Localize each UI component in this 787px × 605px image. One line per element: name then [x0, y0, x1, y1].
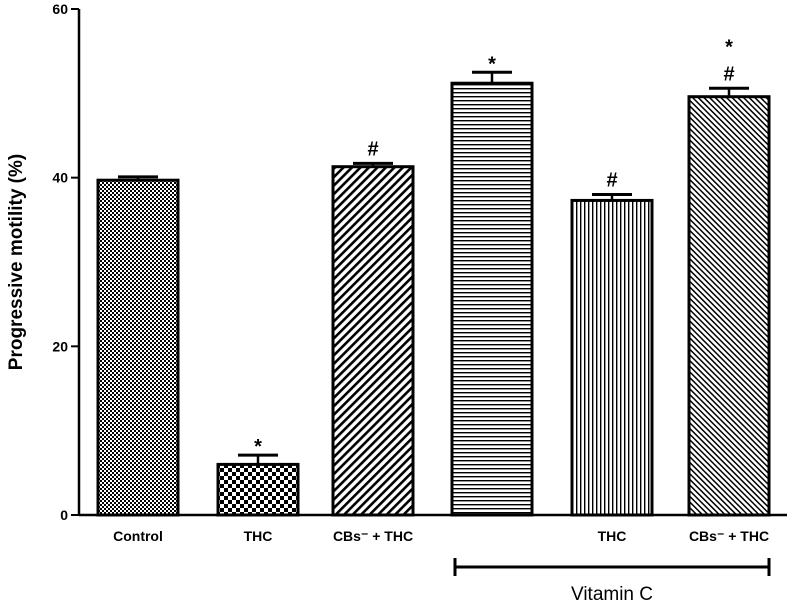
- significance-mark: *: [488, 53, 496, 75]
- bars: * # * # # *: [96, 36, 771, 517]
- bar: [331, 165, 415, 517]
- significance-mark: #: [723, 63, 734, 85]
- bar: [450, 81, 534, 517]
- category-label: THC: [244, 528, 273, 544]
- category-label: Control: [113, 528, 163, 544]
- significance-mark: *: [725, 36, 733, 58]
- category-label: CBs⁻ + THC: [333, 528, 413, 544]
- y-tick-label: 0: [60, 507, 68, 523]
- category-label: THC: [598, 528, 627, 544]
- significance-mark: #: [367, 138, 378, 160]
- y-axis-label: Progressive motility (%): [6, 154, 27, 370]
- group-bracket: Vitamin C: [453, 558, 771, 605]
- y-tick-label: 20: [52, 338, 68, 354]
- y-tick-label: 40: [52, 170, 68, 186]
- group-bracket-label: Vitamin C: [571, 584, 653, 605]
- significance-mark: #: [606, 170, 617, 192]
- bar: [687, 95, 771, 517]
- category-label: CBs⁻ + THC: [689, 528, 769, 544]
- bar: [570, 198, 654, 517]
- y-tick-label: 60: [52, 1, 68, 17]
- bar: [216, 462, 300, 517]
- axes: 0 20 40 60: [52, 1, 787, 523]
- bar: [96, 178, 180, 517]
- significance-mark: *: [254, 436, 262, 458]
- category-labels: Control THC CBs⁻ + THC THC CBs⁻ + THC: [113, 528, 769, 544]
